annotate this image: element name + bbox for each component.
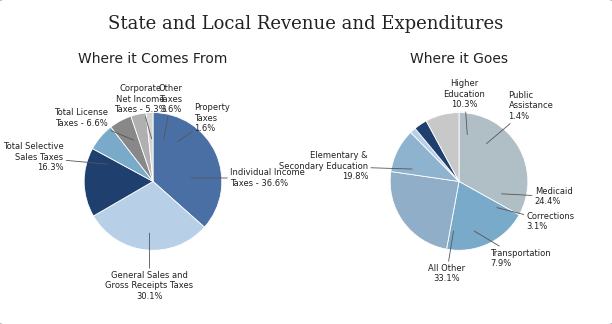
Wedge shape <box>447 181 519 250</box>
Title: Where it Comes From: Where it Comes From <box>78 52 228 66</box>
Wedge shape <box>390 171 459 249</box>
Wedge shape <box>153 113 222 227</box>
Wedge shape <box>411 128 459 181</box>
Title: Where it Goes: Where it Goes <box>410 52 508 66</box>
Wedge shape <box>84 149 153 216</box>
Text: Higher
Education
10.3%: Higher Education 10.3% <box>444 79 485 135</box>
Wedge shape <box>94 181 204 250</box>
Wedge shape <box>426 113 459 181</box>
Text: Corrections
3.1%: Corrections 3.1% <box>497 208 575 231</box>
Wedge shape <box>415 121 459 181</box>
Text: Individual Income
Taxes - 36.6%: Individual Income Taxes - 36.6% <box>191 168 305 188</box>
Text: Total Selective
Sales Taxes
16.3%: Total Selective Sales Taxes 16.3% <box>2 143 108 172</box>
Text: Transportation
7.9%: Transportation 7.9% <box>474 231 551 268</box>
Text: Elementary &
Secondary Education
19.8%: Elementary & Secondary Education 19.8% <box>279 151 412 181</box>
Wedge shape <box>391 133 459 181</box>
Wedge shape <box>92 127 153 181</box>
Wedge shape <box>459 113 528 215</box>
Wedge shape <box>131 113 153 181</box>
Text: State and Local Revenue and Expenditures: State and Local Revenue and Expenditures <box>108 15 504 33</box>
Text: General Sales and
Gross Receipts Taxes
30.1%: General Sales and Gross Receipts Taxes 3… <box>105 233 193 301</box>
Text: Property
Taxes
1.6%: Property Taxes 1.6% <box>177 103 230 142</box>
Wedge shape <box>111 116 153 181</box>
Text: Public
Assistance
1.4%: Public Assistance 1.4% <box>487 91 553 144</box>
Text: Total License
Taxes - 6.6%: Total License Taxes - 6.6% <box>54 109 133 140</box>
Wedge shape <box>146 113 153 181</box>
Text: Medicaid
24.4%: Medicaid 24.4% <box>502 187 572 206</box>
Text: All Other
33.1%: All Other 33.1% <box>428 231 465 284</box>
Text: Other
Taxes
3.6%: Other Taxes 3.6% <box>159 84 183 139</box>
Text: Corporate
Net Income
Taxes - 5.3%: Corporate Net Income Taxes - 5.3% <box>114 84 167 139</box>
